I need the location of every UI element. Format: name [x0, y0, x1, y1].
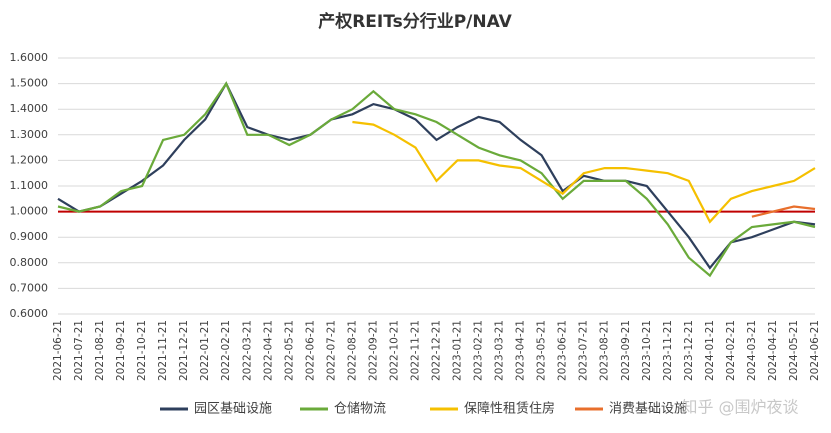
x-tick-label: 2021-10-21	[136, 320, 148, 381]
y-tick-label: 1.6000	[10, 51, 49, 64]
x-tick-label: 2022-07-21	[325, 320, 337, 381]
y-tick-label: 1.5000	[10, 77, 49, 90]
x-tick-label: 2021-11-21	[157, 320, 169, 381]
x-tick-label: 2021-12-21	[178, 320, 190, 381]
x-tick-label: 2024-05-21	[788, 320, 800, 381]
x-tick-label: 2022-03-21	[241, 320, 253, 381]
x-tick-label: 2023-04-21	[515, 320, 527, 381]
y-tick-label: 1.4000	[10, 102, 49, 115]
legend-label: 仓储物流	[334, 402, 386, 417]
x-tick-label: 2023-09-21	[620, 320, 632, 381]
x-tick-label: 2022-01-21	[199, 320, 211, 381]
series-line	[352, 120, 816, 224]
x-tick-label: 2023-08-21	[599, 320, 611, 381]
x-tick-label: 2023-06-21	[557, 320, 569, 381]
x-tick-label: 2022-08-21	[346, 320, 358, 381]
x-tick-label: 2024-03-21	[746, 320, 758, 381]
x-tick-label: 2023-12-21	[683, 320, 695, 381]
x-tick-label: 2024-06-21	[809, 320, 821, 381]
chart-title: 产权REITs分行业P/NAV	[318, 11, 512, 32]
legend-label: 园区基础设施	[194, 402, 272, 417]
x-tick-label: 2024-01-21	[704, 320, 716, 381]
y-tick-label: 0.6000	[10, 307, 49, 320]
x-tick-label: 2022-04-21	[262, 320, 274, 381]
x-tick-label: 2022-02-21	[220, 320, 232, 381]
legend-label: 消费基础设施	[609, 402, 687, 417]
x-tick-label: 2021-08-21	[94, 320, 106, 381]
series-line	[751, 205, 816, 218]
y-tick-label: 1.0000	[10, 205, 49, 218]
series-line	[57, 81, 816, 278]
x-tick-label: 2022-09-21	[367, 320, 379, 381]
x-tick-label: 2021-06-21	[52, 320, 64, 381]
x-tick-label: 2023-03-21	[494, 320, 506, 381]
watermark: 知乎 @围炉夜谈	[681, 398, 798, 417]
x-tick-label: 2023-07-21	[578, 320, 590, 381]
x-tick-label: 2023-02-21	[473, 320, 485, 381]
x-tick-label: 2024-02-21	[725, 320, 737, 381]
x-tick-label: 2022-06-21	[304, 320, 316, 381]
y-tick-label: 0.7000	[10, 281, 49, 294]
x-tick-label: 2023-10-21	[641, 320, 653, 381]
y-tick-label: 1.1000	[10, 179, 49, 192]
x-tick-label: 2021-09-21	[115, 320, 127, 381]
x-tick-label: 2023-11-21	[662, 320, 674, 381]
x-tick-label: 2022-10-21	[388, 320, 400, 381]
x-tick-label: 2022-11-21	[409, 320, 421, 381]
x-tick-label: 2021-07-21	[73, 320, 85, 381]
x-tick-label: 2024-04-21	[767, 320, 779, 381]
x-tick-label: 2022-05-21	[283, 320, 295, 381]
y-tick-label: 0.8000	[10, 256, 49, 269]
x-tick-label: 2022-12-21	[431, 320, 443, 381]
y-tick-label: 1.2000	[10, 153, 49, 166]
series-line	[57, 81, 816, 270]
x-tick-label: 2023-01-21	[452, 320, 464, 381]
y-tick-label: 0.9000	[10, 230, 49, 243]
legend-label: 保障性租赁住房	[464, 401, 555, 417]
x-tick-label: 2023-05-21	[536, 320, 548, 381]
y-tick-label: 1.3000	[10, 128, 49, 141]
